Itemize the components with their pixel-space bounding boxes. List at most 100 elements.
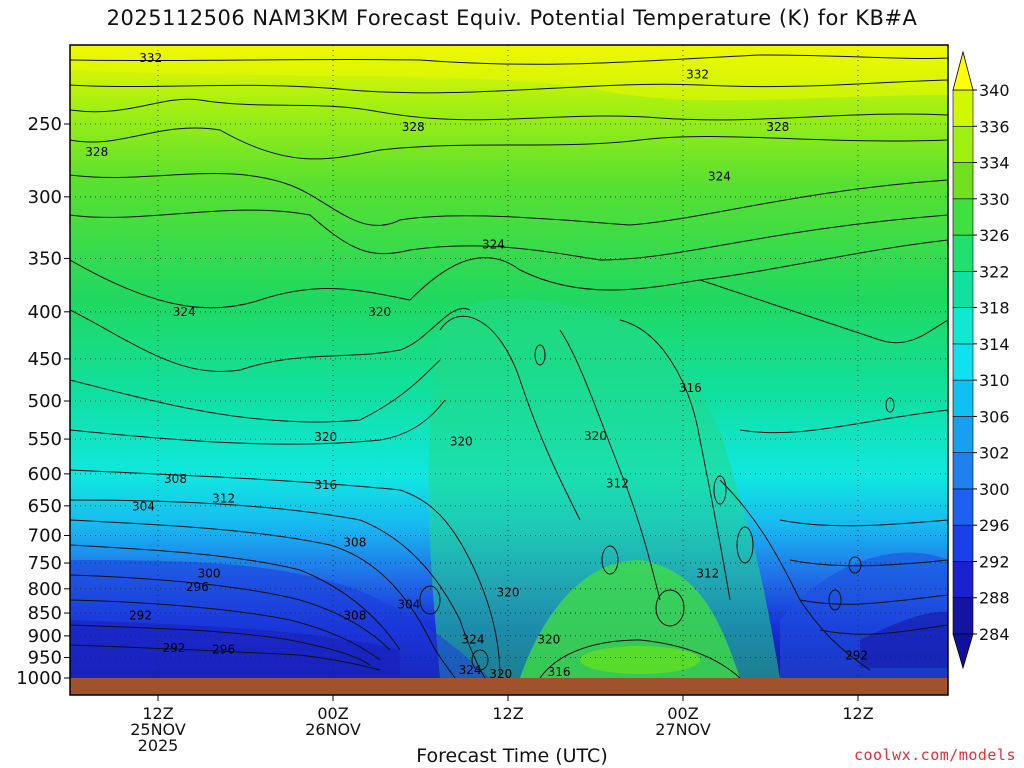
contour-label: 308 (343, 608, 366, 622)
contour-label: 304 (132, 499, 155, 513)
source-credit: coolwx.com/models (853, 746, 1016, 764)
ground-strip (70, 678, 948, 695)
colorbar-segment (952, 234, 974, 272)
x-tick-label: 2025 (138, 736, 179, 755)
contour-label: 320 (584, 429, 607, 443)
colorbar-segment (952, 524, 974, 562)
colorbar-segment (952, 198, 974, 236)
contour-label: 316 (548, 665, 571, 679)
contour-label: 332 (686, 68, 709, 82)
colorbar-label: 296 (979, 516, 1010, 535)
contour-label: 324 (462, 632, 485, 646)
x-axis-title: Forecast Time (UTC) (416, 745, 608, 767)
contour-label: 292 (163, 641, 186, 655)
y-tick-label: 550 (28, 429, 62, 450)
y-tick-label: 750 (28, 553, 62, 574)
x-tick-label: 12Z (142, 704, 173, 723)
y-tick-label: 950 (28, 648, 62, 669)
contour-label: 324 (708, 169, 731, 183)
colorbar-label: 334 (979, 154, 1010, 173)
contour-label: 296 (212, 642, 235, 656)
colorbar-segment (952, 452, 974, 490)
contour-label: 292 (129, 608, 152, 622)
x-tick-label: 26NOV (305, 720, 361, 739)
colorbar-top-arrow (952, 50, 974, 91)
y-axis: 2503003504004505005506006507007508008509… (16, 114, 70, 689)
contour-label: 304 (397, 597, 420, 611)
contour-label: 324 (482, 238, 505, 252)
colorbar-label: 288 (979, 589, 1010, 608)
y-tick-label: 350 (28, 248, 62, 269)
x-tick-label: 25NOV (130, 720, 186, 739)
y-tick-label: 500 (28, 391, 62, 412)
contour-label: 320 (537, 632, 560, 646)
colorbar-segment (952, 89, 974, 127)
contour-label: 316 (314, 478, 337, 492)
colorbar-label: 322 (979, 262, 1010, 281)
colorbar-label: 340 (979, 81, 1010, 100)
colorbar-label: 310 (979, 371, 1010, 390)
contour-label: 320 (450, 434, 473, 448)
contour-label: 300 (198, 567, 221, 581)
contour-label: 320 (368, 305, 391, 319)
colorbar-segment (952, 379, 974, 417)
chart-title: 2025112506 NAM3KM Forecast Equiv. Potent… (106, 6, 918, 30)
colorbar-label: 284 (979, 625, 1010, 644)
theta-e-field (70, 45, 948, 678)
y-tick-label: 650 (28, 496, 62, 517)
colorbar-label: 326 (979, 226, 1010, 245)
colorbar-label: 330 (979, 190, 1010, 209)
y-tick-label: 900 (28, 626, 62, 647)
contour-label: 324 (173, 305, 196, 319)
x-tick-label: 27NOV (655, 720, 711, 739)
colorbar-label: 306 (979, 407, 1010, 426)
contour-label: 292 (845, 648, 868, 662)
y-tick-label: 400 (28, 302, 62, 323)
contour-label: 320 (314, 430, 337, 444)
contour-label: 296 (186, 580, 209, 594)
contour-label: 324 (459, 663, 482, 677)
y-tick-label: 1000 (16, 668, 62, 689)
contour-label: 328 (402, 120, 425, 134)
colorbar-label: 318 (979, 299, 1010, 318)
contour-label: 316 (679, 381, 702, 395)
contour-label: 308 (343, 535, 366, 549)
colorbar-segment (952, 416, 974, 453)
colorbar-segment (952, 343, 974, 381)
grid (70, 45, 948, 678)
colorbar-label: 292 (979, 552, 1010, 571)
contour-label: 312 (212, 491, 235, 505)
plot-frame (69, 44, 949, 696)
colorbar-label: 302 (979, 444, 1010, 463)
contour-labels: 332 332 328 328 328 324 324 324 320 316 320 320 320 3… (85, 51, 868, 681)
contour-label: 312 (696, 567, 719, 581)
contour-label: 308 (164, 472, 187, 486)
y-tick-label: 250 (28, 114, 62, 135)
x-tick-label: 12Z (842, 704, 873, 723)
y-tick-label: 450 (28, 349, 62, 370)
contour-label: 328 (766, 120, 789, 134)
contour-label: 332 (139, 51, 162, 65)
colorbar-bottom-arrow (952, 633, 974, 670)
colorbar-label: 314 (979, 335, 1010, 354)
colorbar-segment (952, 561, 974, 599)
y-tick-label: 800 (28, 579, 62, 600)
contour-label: 328 (85, 145, 108, 159)
y-tick-label: 700 (28, 525, 62, 546)
colorbar-label: 300 (979, 480, 1010, 499)
colorbar-label: 336 (979, 117, 1010, 136)
x-tick-label: 00Z (667, 704, 698, 723)
colorbar-segment (952, 597, 974, 635)
colorbar: 284 288 292 296 300 302 306 310 314 318 322 326 330 3… (952, 50, 1010, 670)
colorbar-segment (952, 307, 974, 345)
x-tick-label: 12Z (492, 704, 523, 723)
colorbar-segment (952, 488, 974, 526)
contour-label: 320 (497, 585, 520, 599)
colorbar-segment (952, 125, 974, 163)
y-tick-label: 850 (28, 603, 62, 624)
y-tick-label: 300 (28, 187, 62, 208)
y-tick-label: 600 (28, 464, 62, 485)
x-tick-label: 00Z (317, 704, 348, 723)
